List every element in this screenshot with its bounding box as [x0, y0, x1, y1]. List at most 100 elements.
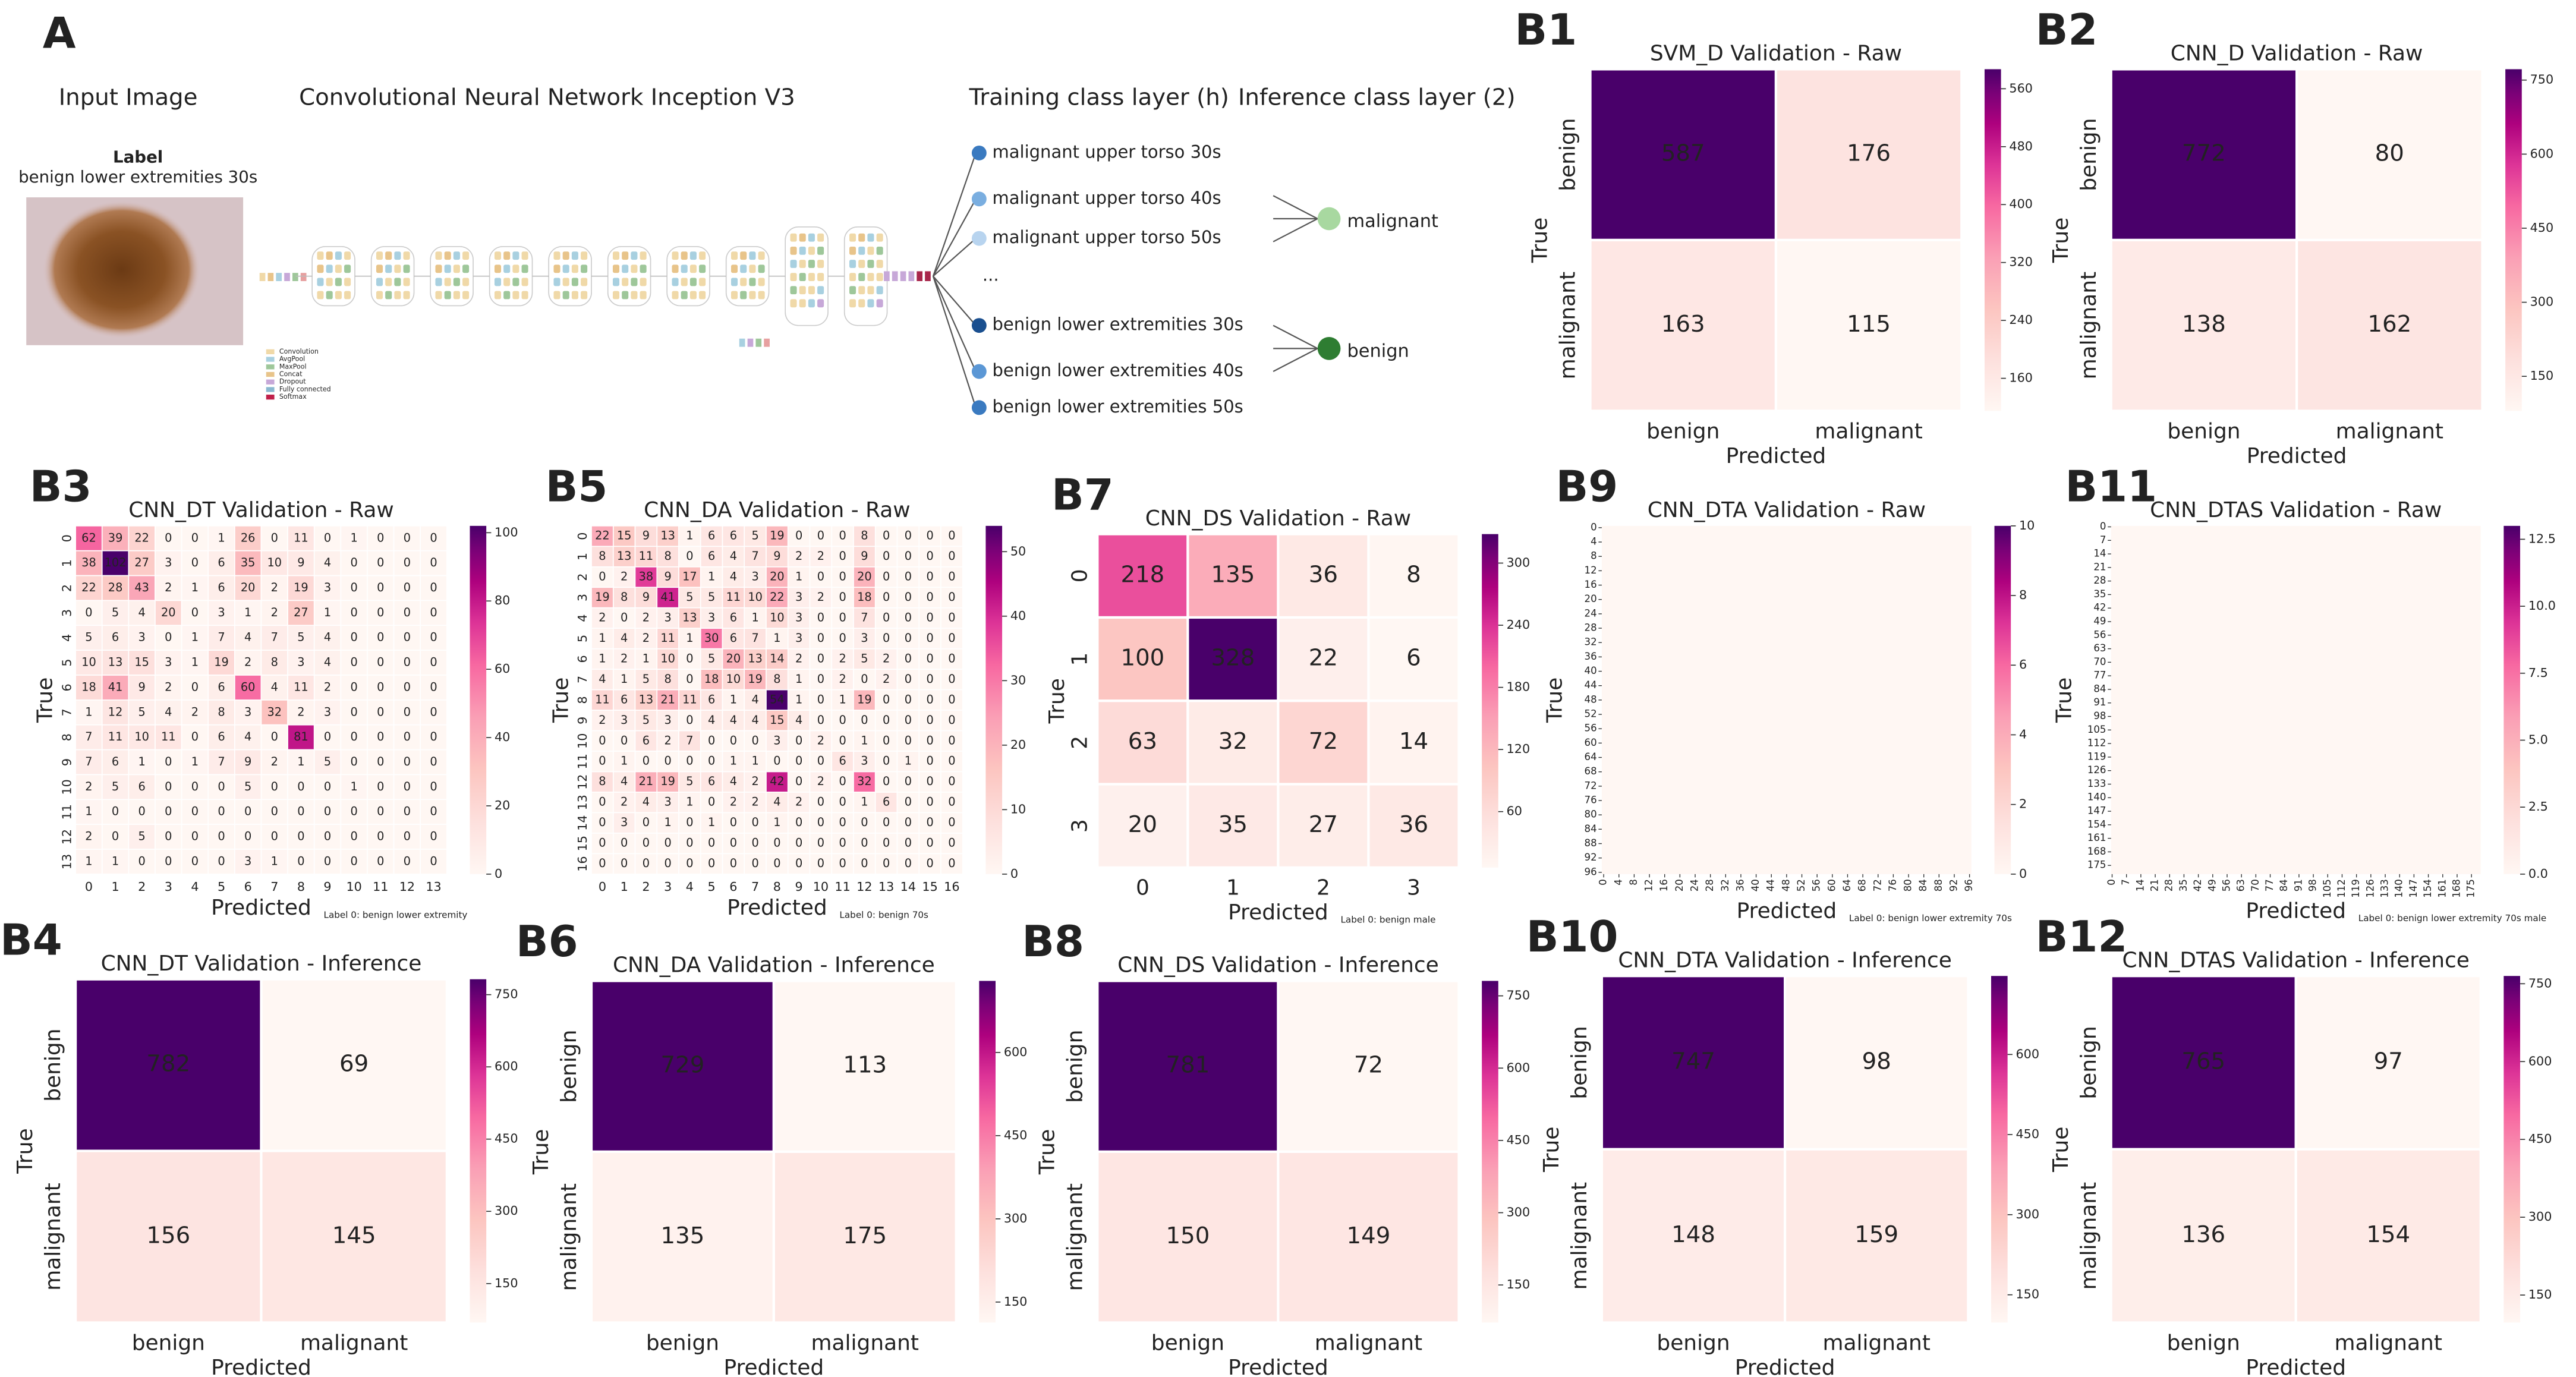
cell-value: 7: [218, 755, 225, 768]
cell-value: 1: [905, 754, 912, 768]
cell-value: 0: [948, 713, 955, 727]
y-tick-label: 36: [1585, 651, 1597, 662]
cell-value: 19: [214, 656, 229, 669]
label-note: Label 0: benign male: [1340, 915, 1435, 925]
cell-value: 4: [795, 713, 802, 727]
cell-value: 0: [905, 836, 912, 850]
cell-value: 20: [161, 606, 176, 619]
cell-value: 8: [665, 672, 672, 686]
cell-value: 19: [595, 590, 610, 604]
y-tick-label: 10: [575, 733, 590, 749]
y-tick-label: 10: [59, 779, 74, 795]
cell-value: 1: [297, 755, 304, 768]
cell-value: 15: [134, 656, 149, 669]
cell-value: 2: [643, 610, 650, 624]
net-block: [749, 251, 755, 260]
cell-value: 3: [297, 656, 304, 669]
y-axis-label: True: [1035, 1129, 1059, 1175]
x-tick-label: 140: [2394, 879, 2405, 898]
net-block: [445, 251, 451, 260]
net-block: [613, 264, 619, 273]
cell-value: 8: [599, 774, 606, 788]
cell-value: 2: [817, 549, 824, 563]
cell-value: 0: [839, 856, 846, 870]
cell-value: 62: [81, 531, 96, 544]
cell-value: 772: [2182, 140, 2226, 167]
cell-value: 0: [191, 854, 199, 868]
net-block: [858, 260, 865, 268]
cell-value: 8: [218, 705, 225, 719]
cell-value: 135: [661, 1222, 705, 1249]
y-tick-label: 11: [575, 754, 590, 769]
cell-value: 1: [85, 854, 92, 868]
y-tick-label: 76: [1585, 794, 1597, 805]
net-block: [454, 291, 460, 300]
chart-title: CNN_DT Validation - Inference: [101, 951, 422, 976]
y-tick-label: 72: [1585, 780, 1597, 791]
net-block: [790, 234, 796, 242]
cell-value: 7: [85, 755, 92, 768]
y-tick-label: 0: [59, 534, 74, 542]
cell-value: 0: [948, 774, 955, 788]
cell-value: 0: [404, 556, 411, 569]
x-tick-label: 10: [346, 880, 361, 894]
cell-value: 1: [324, 606, 331, 619]
colorbar-tick-label: 450: [2530, 220, 2554, 235]
cell-value: 1: [839, 692, 846, 706]
cell-value: 4: [271, 680, 278, 694]
colorbar-tick-label: 300: [1507, 555, 1531, 569]
cell-value: 0: [686, 815, 693, 829]
cell-value: 0: [686, 672, 693, 686]
cell-value: 0: [621, 610, 628, 624]
cell-value: 18: [857, 590, 872, 604]
cell-value: 4: [643, 795, 650, 809]
cell-value: 1: [138, 755, 146, 768]
y-tick-label: 20: [1585, 593, 1597, 604]
net-block: [849, 234, 856, 242]
cell-value: 19: [294, 581, 308, 594]
net-block: [335, 251, 342, 260]
net-block: [553, 264, 560, 273]
net-block: [581, 291, 587, 300]
y-tick-label: 5: [575, 635, 590, 642]
cell-value: 0: [839, 774, 846, 788]
y-axis-label: True: [2049, 218, 2073, 263]
net-block: [681, 291, 688, 300]
cell-value: 1: [643, 651, 650, 665]
x-tick-label: 52: [1796, 879, 1807, 891]
cell-value: 1: [191, 656, 199, 669]
cell-value: 1: [350, 780, 357, 793]
net-block: [849, 273, 856, 281]
cell-value: 0: [905, 856, 912, 870]
cell-value: 4: [730, 713, 737, 727]
cell-value: 176: [1847, 140, 1891, 167]
cell-value: 0: [861, 856, 868, 870]
cell-value: 0: [773, 836, 780, 850]
y-tick-label: malignant: [1063, 1183, 1087, 1291]
cell-value: 0: [430, 581, 437, 594]
colorbar-tick-label: 300: [495, 1203, 518, 1218]
cell-value: 21: [639, 774, 654, 788]
cell-value: 2: [621, 570, 628, 584]
cell-value: 0: [817, 713, 824, 727]
net-block: [344, 264, 351, 273]
net-block: [690, 291, 697, 300]
y-tick-label: 154: [2087, 818, 2106, 830]
net-block: [699, 278, 706, 286]
network-diagram: ConvolutionAvgPoolMaxPoolConcatDropoutFu…: [260, 141, 1438, 416]
y-tick-label: 4: [1591, 536, 1597, 547]
cell-value: 3: [324, 705, 331, 719]
cell-value: 3: [665, 610, 672, 624]
cell-value: 0: [404, 531, 411, 544]
cell-value: 0: [926, 836, 933, 850]
y-tick-label: 4: [59, 634, 74, 642]
y-tick-label: 84: [2093, 683, 2106, 694]
net-block: [817, 273, 824, 281]
cell-value: 3: [244, 705, 251, 719]
cell-value: 4: [599, 672, 606, 686]
chart-title: CNN_DTAS Validation - Raw: [2150, 498, 2442, 522]
cell-value: 30: [704, 631, 719, 645]
net-block: [553, 291, 560, 300]
cell-value: 6: [730, 610, 737, 624]
x-tick-label: 1: [111, 880, 119, 894]
